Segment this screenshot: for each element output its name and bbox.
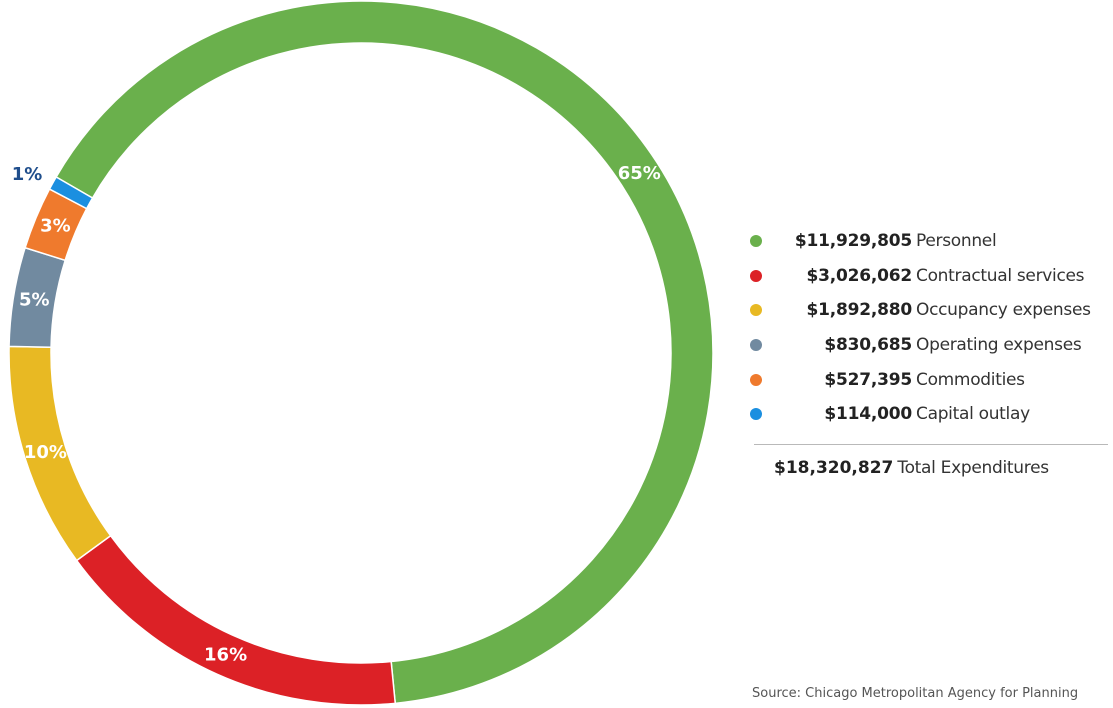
donut-slice-contractual-services bbox=[75, 534, 397, 706]
legend-item: $3,026,062 Contractual services bbox=[750, 259, 1110, 294]
donut-slice-personnel bbox=[55, 0, 714, 705]
legend-category: Occupancy expenses bbox=[916, 300, 1091, 321]
legend-amount: $527,395 bbox=[824, 369, 912, 390]
slice-percent-label: 1% bbox=[12, 164, 43, 185]
slice-percent-label: 5% bbox=[19, 289, 50, 310]
legend-item: $114,000 Capital outlay bbox=[750, 397, 1110, 432]
legend-rows: $11,929,805 Personnel $3,026,062 Contractua… bbox=[750, 224, 1110, 432]
legend-category: Capital outlay bbox=[916, 404, 1030, 425]
legend-amount: $1,892,880 bbox=[806, 300, 912, 321]
donut-chart: 65% 16% 10% 5% 3% 1% bbox=[8, 0, 714, 706]
total-label: Total Expenditures bbox=[897, 457, 1049, 478]
legend-dot-icon bbox=[750, 304, 762, 317]
slice-percent-label: 3% bbox=[40, 215, 71, 236]
legend-category: Commodities bbox=[916, 369, 1025, 390]
legend-category: Contractual services bbox=[916, 265, 1085, 286]
total-row: $18,320,827 Total Expenditures bbox=[750, 445, 1110, 491]
legend: $11,929,805 Personnel $3,026,062 Contractua… bbox=[750, 224, 1110, 491]
slice-percent-label: 10% bbox=[24, 442, 67, 463]
legend-dot-icon bbox=[750, 235, 762, 248]
legend-divider bbox=[754, 443, 1108, 445]
source-note: Source: Chicago Metropolitan Agency for … bbox=[752, 686, 1079, 701]
legend-item: $11,929,805 Personnel bbox=[750, 224, 1110, 259]
legend-amount: $11,929,805 bbox=[794, 231, 912, 252]
legend-dot-icon bbox=[750, 339, 762, 352]
total-amount: $18,320,827 bbox=[774, 457, 894, 478]
legend-dot-icon bbox=[750, 373, 762, 386]
legend-amount: $830,685 bbox=[824, 335, 912, 356]
slice-percent-label: 16% bbox=[204, 645, 247, 666]
legend-amount: $114,000 bbox=[824, 404, 912, 425]
legend-item: $527,395 Commodities bbox=[750, 362, 1110, 397]
legend-amount: $3,026,062 bbox=[806, 265, 912, 286]
donut-slice-capital-outlay bbox=[48, 175, 94, 210]
legend-dot-icon bbox=[750, 269, 762, 282]
slice-percent-label: 65% bbox=[618, 163, 661, 184]
legend-item: $830,685 Operating expenses bbox=[750, 328, 1110, 363]
legend-item: $1,892,880 Occupancy expenses bbox=[750, 293, 1110, 328]
legend-dot-icon bbox=[750, 408, 762, 421]
legend-category: Operating expenses bbox=[916, 335, 1082, 356]
legend-category: Personnel bbox=[916, 231, 997, 252]
